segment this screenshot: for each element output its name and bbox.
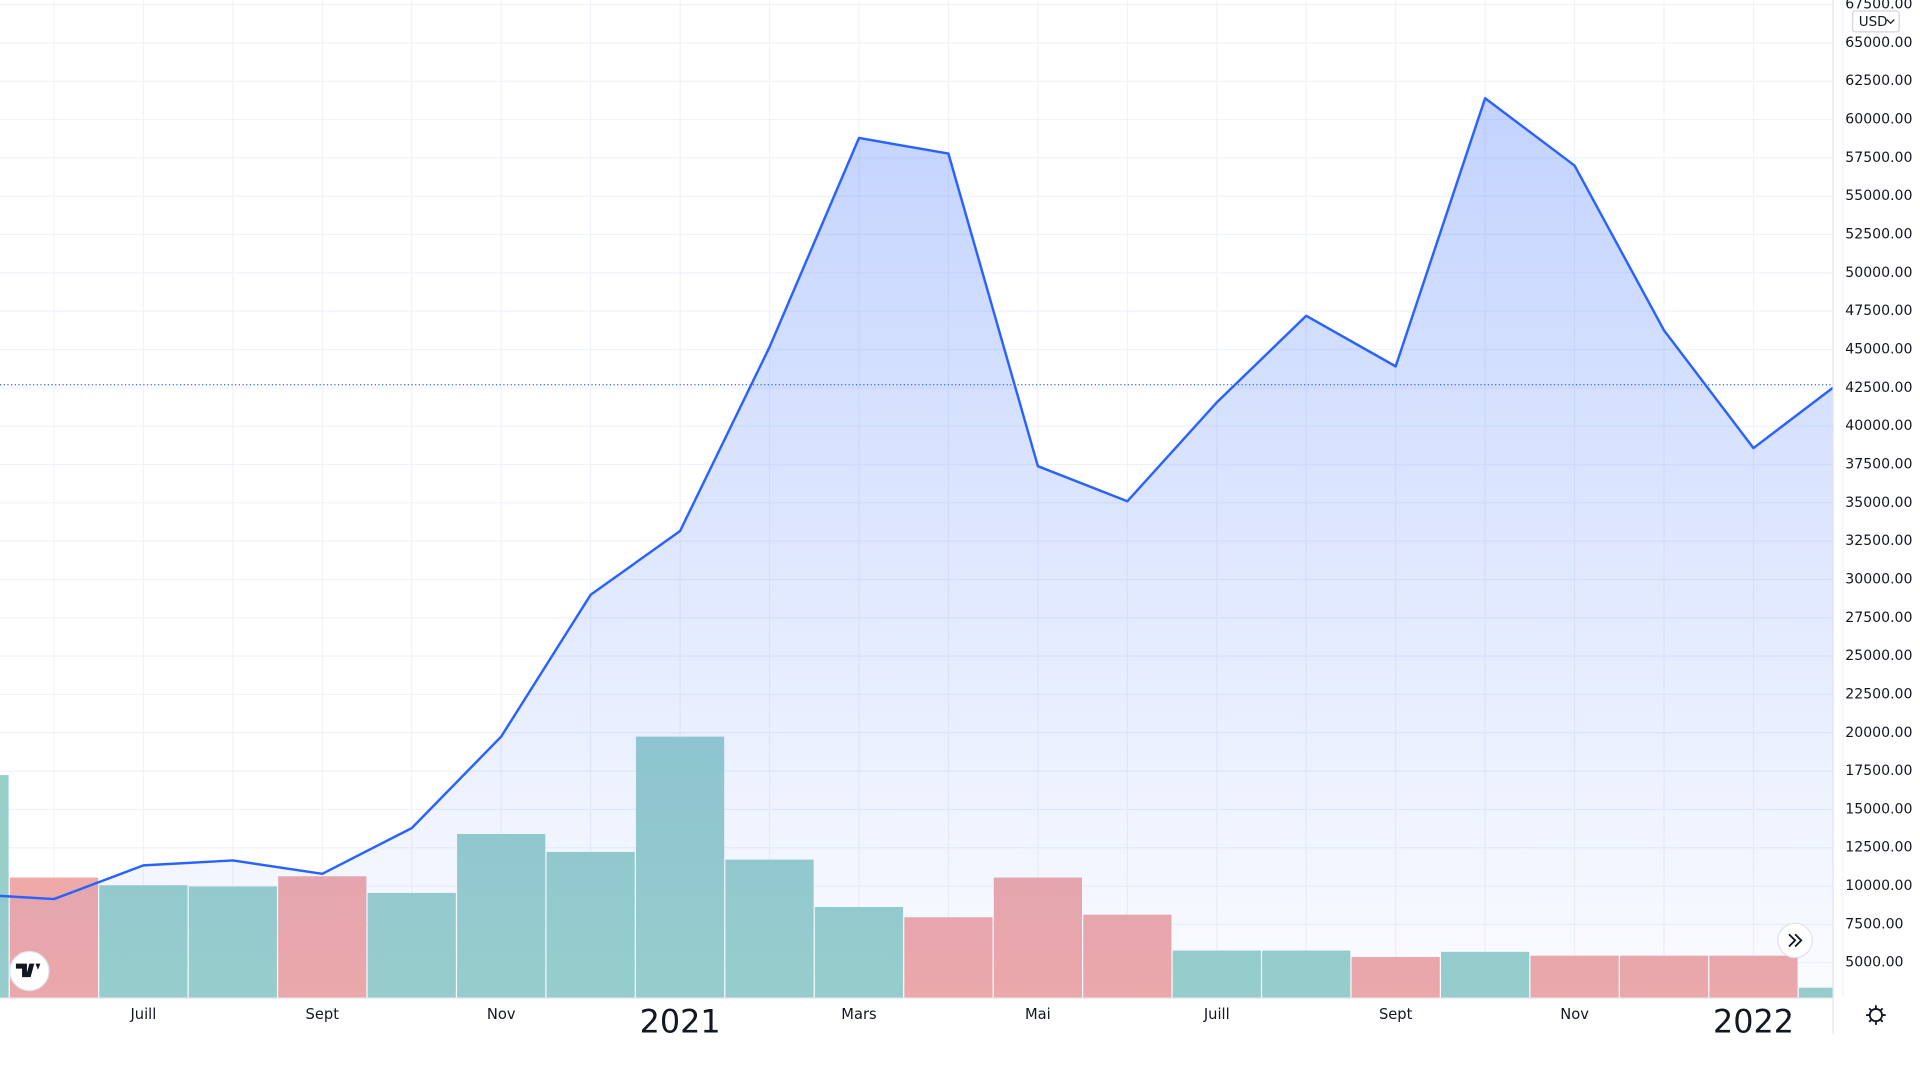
currency-caret <box>1886 19 1895 25</box>
y-tick-label: 42500.00 <box>1845 380 1912 396</box>
x-tick-label: Mai <box>1025 1006 1051 1023</box>
currency-label[interactable]: USD <box>1859 15 1888 30</box>
x-year-label: 2022 <box>1713 1003 1794 1041</box>
axes: 5000.00 7500.00 10000.00 12500.00 15000.00 17… <box>129 0 1912 1041</box>
y-tick-label: 62500.00 <box>1845 73 1912 89</box>
area-fill <box>0 98 1834 998</box>
y-tick-label: 65000.00 <box>1845 35 1912 51</box>
tradingview-logo[interactable] <box>9 950 50 992</box>
plot-area <box>0 97 1834 998</box>
y-tick-label: 32500.00 <box>1845 533 1912 549</box>
currency-button[interactable] <box>1852 10 1900 33</box>
y-tick-label: 47500.00 <box>1845 303 1912 319</box>
y-tick-label: 25000.00 <box>1845 648 1912 664</box>
y-tick-label: 55000.00 <box>1845 188 1912 204</box>
x-tick-label: Nov <box>1560 1006 1589 1023</box>
y-tick-label: 7500.00 <box>1845 916 1903 932</box>
y-tick-label: 52500.00 <box>1845 227 1912 243</box>
x-tick-label: Mars <box>841 1006 876 1023</box>
x-tick-label: Sept <box>1379 1006 1413 1023</box>
y-tick-label: 37500.00 <box>1845 456 1912 472</box>
price-line <box>0 97 1834 901</box>
y-tick-label: 27500.00 <box>1845 610 1912 626</box>
y-tick-label: 5000.00 <box>1845 955 1903 971</box>
y-tick-label: 67500.00 <box>1845 0 1912 13</box>
y-tick-label: 20000.00 <box>1845 725 1912 741</box>
x-tick-label: Sept <box>306 1006 340 1023</box>
y-tick-label: 57500.00 <box>1845 150 1912 166</box>
y-tick-label: 35000.00 <box>1845 495 1912 511</box>
y-tick-label: 30000.00 <box>1845 571 1912 587</box>
scroll-right-button[interactable] <box>1777 922 1813 959</box>
y-tick-label: 15000.00 <box>1845 801 1912 817</box>
y-tick-label: 12500.00 <box>1845 840 1912 856</box>
y-tick-label: 45000.00 <box>1845 342 1912 358</box>
y-tick-label: 40000.00 <box>1845 418 1912 434</box>
y-tick-label: 22500.00 <box>1845 686 1912 702</box>
y-tick-label: 10000.00 <box>1845 878 1912 894</box>
y-tick-label: 60000.00 <box>1845 112 1912 128</box>
settings-gear[interactable] <box>1866 1005 1886 1025</box>
x-year-label: 2021 <box>640 1003 721 1041</box>
x-tick-label: Juill <box>1203 1006 1230 1023</box>
volume-bar <box>0 775 9 998</box>
x-tick-label: Juill <box>129 1006 156 1023</box>
y-tick-label: 17500.00 <box>1845 763 1912 779</box>
x-tick-label: Nov <box>487 1006 516 1023</box>
y-tick-label: 50000.00 <box>1845 265 1912 281</box>
